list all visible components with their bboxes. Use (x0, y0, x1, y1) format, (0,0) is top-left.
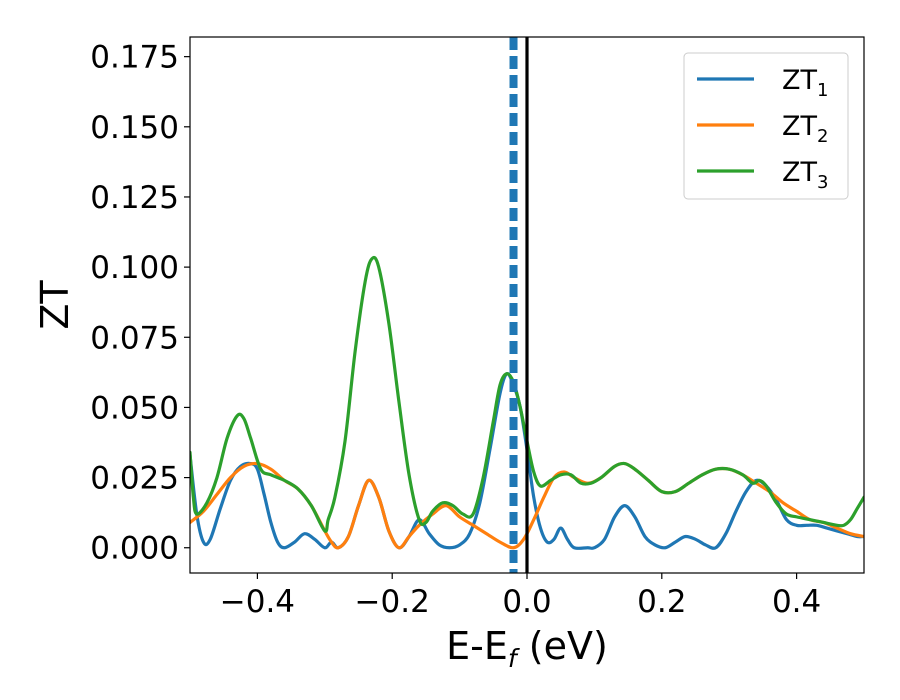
y-tick-label: 0.050 (90, 390, 179, 426)
x-axis-label-main: E-E (446, 624, 508, 668)
y-tick-label: 0.025 (90, 461, 179, 497)
x-tick-label: −0.4 (220, 584, 295, 620)
y-tick-label: 0.075 (90, 320, 179, 356)
x-tick-label: −0.2 (355, 584, 430, 620)
y-axis-ticks: 0.000 0.025 0.050 0.075 0.100 0.125 0.150 0.175 (90, 40, 190, 567)
legend-label-2: ZT2 (782, 111, 828, 147)
y-tick-label: 0.175 (90, 40, 179, 76)
x-tick-label: 0.2 (637, 584, 686, 620)
legend: ZT1 ZT2 ZT3 (683, 52, 849, 200)
legend-label-3: ZT3 (782, 157, 828, 193)
legend-box (683, 52, 849, 200)
x-axis-label-unit: (eV) (517, 624, 608, 668)
y-tick-label: 0.100 (90, 250, 179, 286)
x-tick-label: 0.4 (772, 584, 821, 620)
x-tick-label: 0.0 (502, 584, 551, 620)
series-layer (190, 255, 864, 550)
y-tick-label: 0.000 (90, 531, 179, 567)
x-axis-label: E-Ef (eV) (446, 624, 608, 673)
series-line-3 (190, 255, 864, 533)
x-axis-ticks: −0.4 −0.2 0.0 0.2 0.4 (220, 573, 821, 620)
y-axis-label: ZT (33, 280, 77, 330)
legend-entries: ZT1 ZT2 ZT3 (697, 65, 828, 193)
y-tick-label: 0.125 (90, 180, 179, 216)
reference-lines (509, 37, 529, 573)
y-tick-label: 0.150 (90, 110, 179, 146)
legend-label-1: ZT1 (782, 65, 828, 101)
